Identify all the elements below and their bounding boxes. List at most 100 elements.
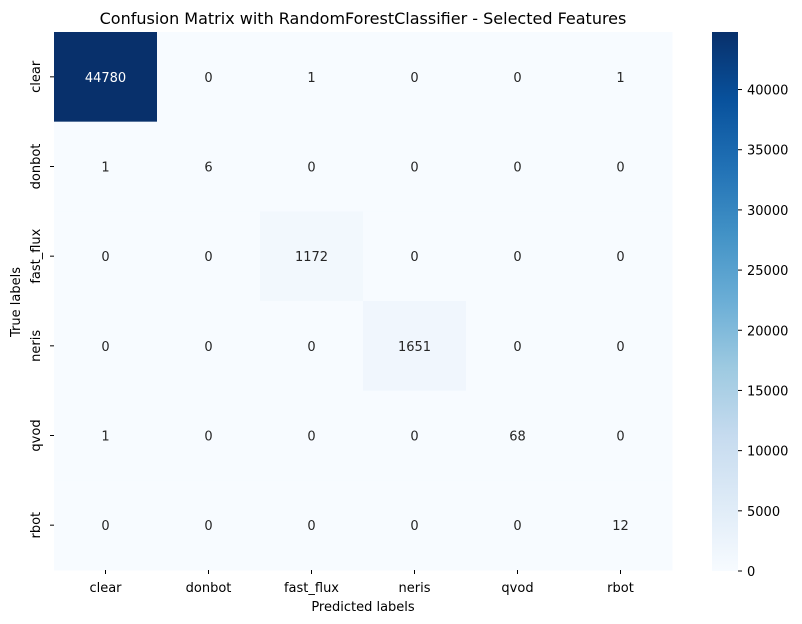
heatmap-cell [569,211,673,302]
cell-value-label: 0 [410,71,418,86]
heatmap-cell [363,211,467,302]
x-tick-label: clear [89,581,122,596]
colorbar-tick-label: 25000 [747,264,788,279]
heatmap-cell [260,121,364,212]
cell-value-label: 68 [509,430,526,445]
heatmap-cell [157,211,261,302]
cell-value-label: 0 [204,519,212,534]
cell-value-label: 0 [513,250,521,265]
heatmap-cell [569,390,673,481]
cell-value-label: 1172 [295,250,328,265]
cell-value-label: 0 [513,161,521,176]
heatmap-cell [466,32,570,123]
cell-value-label: 1 [307,71,315,86]
heatmap-cell [157,32,261,123]
cell-value-label: 0 [410,161,418,176]
heatmap-cell [363,32,467,123]
cell-value-label: 0 [307,161,315,176]
heatmap-cell [569,301,673,392]
heatmap-cell [54,390,158,481]
cell-value-label: 0 [204,71,212,86]
cell-value-label: 0 [410,250,418,265]
heatmap-cell [260,211,364,302]
heatmap-cell [260,480,364,571]
heatmap-cell [466,211,570,302]
heatmap-cell [54,480,158,571]
colorbar [712,32,738,571]
cell-value-label: 0 [513,519,521,534]
cell-value-label: 0 [616,430,624,445]
heatmap-cell [569,32,673,123]
cell-value-label: 1651 [398,340,431,355]
x-axis-label: Predicted labels [311,600,415,615]
y-tick-label: neris [29,330,44,362]
colorbar-tick-label: 15000 [747,384,788,399]
cell-value-label: 0 [307,430,315,445]
colorbar-tick-label: 5000 [747,505,780,520]
cell-value-label: 0 [513,340,521,355]
y-axis-label: True labels [9,267,24,338]
colorbar-tick-label: 10000 [747,445,788,460]
cell-value-label: 0 [616,161,624,176]
cell-value-label: 12 [612,519,629,534]
x-tick-label: donbot [186,581,232,596]
heatmap-cell [260,32,364,123]
x-tick-label: neris [399,581,431,596]
cell-value-label: 6 [204,161,212,176]
cell-value-label: 0 [616,250,624,265]
heatmap-cell [466,301,570,392]
heatmap-cell [54,32,158,123]
x-tick-label: fast_flux [284,581,339,596]
heatmap-cell [466,121,570,212]
cell-value-label: 0 [616,340,624,355]
heatmap-cell [260,390,364,481]
cell-value-label: 0 [307,340,315,355]
cell-value-label: 0 [101,250,109,265]
cell-value-label: 0 [101,340,109,355]
heatmap-cell [466,390,570,481]
heatmap-cell [363,390,467,481]
heatmap-cell [157,390,261,481]
heatmap-cell [260,301,364,392]
colorbar-tick-label: 35000 [747,144,788,159]
cell-value-label: 1 [101,161,109,176]
colorbar-tick-label: 20000 [747,324,788,339]
heatmap-cell [54,211,158,302]
heatmap-cells: 44780 0 1 0 0 1 1 6 0 0 0 0 0 0 1172 0 0 0 0 0 0 1651 0 0 1 0 0 0 68… [54,32,673,571]
cell-value-label: 0 [101,519,109,534]
cell-value-label: 0 [513,71,521,86]
x-tick-label: rbot [607,581,634,596]
cell-value-label: 0 [410,519,418,534]
cell-value-label: 0 [410,430,418,445]
heatmap-cell [363,480,467,571]
cell-value-label: 0 [204,430,212,445]
y-tick-label: qvod [29,419,44,451]
colorbar-tick-label: 30000 [747,204,788,219]
cell-value-label: 0 [307,519,315,534]
cell-value-label: 1 [101,430,109,445]
heatmap-cell [466,480,570,571]
heatmap-cell [157,301,261,392]
x-axis-ticks: clear donbot fast_flux neris qvod rbot [89,570,634,596]
colorbar-tick-label: 40000 [747,84,788,99]
y-tick-label: donbot [29,144,44,190]
cell-value-label: 1 [616,71,624,86]
y-tick-label: rbot [29,512,44,539]
heatmap-cell [363,121,467,212]
heatmap-cell [54,121,158,212]
colorbar-tick-label: 0 [747,565,755,580]
heatmap-cell [157,121,261,212]
chart-title: Confusion Matrix with RandomForestClassi… [100,9,627,28]
heatmap-cell [54,301,158,392]
heatmap-cell [569,480,673,571]
heatmap-cell [157,480,261,571]
cell-value-label: 0 [204,340,212,355]
y-tick-label: clear [29,60,44,93]
cell-value-label: 0 [204,250,212,265]
heatmap-cell [569,121,673,212]
cell-value-label: 44780 [85,71,126,86]
x-tick-label: qvod [501,581,533,596]
y-tick-label: fast_flux [29,228,44,283]
